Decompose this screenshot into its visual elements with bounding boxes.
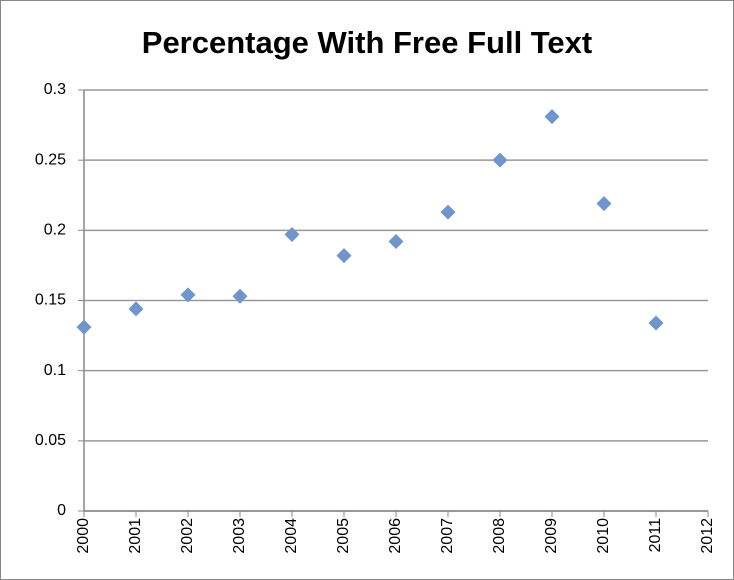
x-tick-label: 2011 [647, 518, 664, 553]
y-tick-label: 0.1 [44, 362, 66, 379]
data-point [492, 152, 508, 168]
x-tick-label: 2006 [387, 518, 404, 554]
y-tick-label: 0.15 [35, 292, 66, 309]
data-point [648, 315, 664, 331]
x-tick-label: 2010 [595, 518, 612, 554]
data-point [388, 234, 404, 250]
x-tick-label: 2005 [335, 518, 352, 554]
x-tick-label: 2000 [75, 518, 92, 554]
chart-title: Percentage With Free Full Text [142, 25, 592, 60]
y-tick-label: 0.3 [44, 81, 66, 98]
y-tick-label: 0.2 [44, 222, 66, 239]
x-tick-label: 2001 [127, 518, 144, 554]
data-point [180, 287, 196, 303]
x-tick-label: 2002 [179, 518, 196, 554]
data-point [440, 204, 456, 220]
x-tick-label: 2012 [699, 518, 716, 554]
data-point [232, 288, 248, 304]
y-tick-label: 0 [57, 502, 66, 519]
y-tick-label: 0.05 [35, 432, 66, 449]
x-tick-label: 2008 [491, 518, 508, 554]
data-point [128, 301, 144, 317]
data-point [596, 196, 612, 212]
data-point [544, 109, 560, 125]
x-tick-label: 2007 [439, 518, 456, 554]
x-tick-label: 2004 [283, 518, 300, 554]
data-point [336, 248, 352, 264]
x-tick-label: 2009 [543, 518, 560, 554]
x-tick-label: 2003 [231, 518, 248, 554]
data-point [284, 227, 300, 243]
data-point [76, 319, 92, 335]
y-tick-label: 0.25 [35, 151, 66, 168]
